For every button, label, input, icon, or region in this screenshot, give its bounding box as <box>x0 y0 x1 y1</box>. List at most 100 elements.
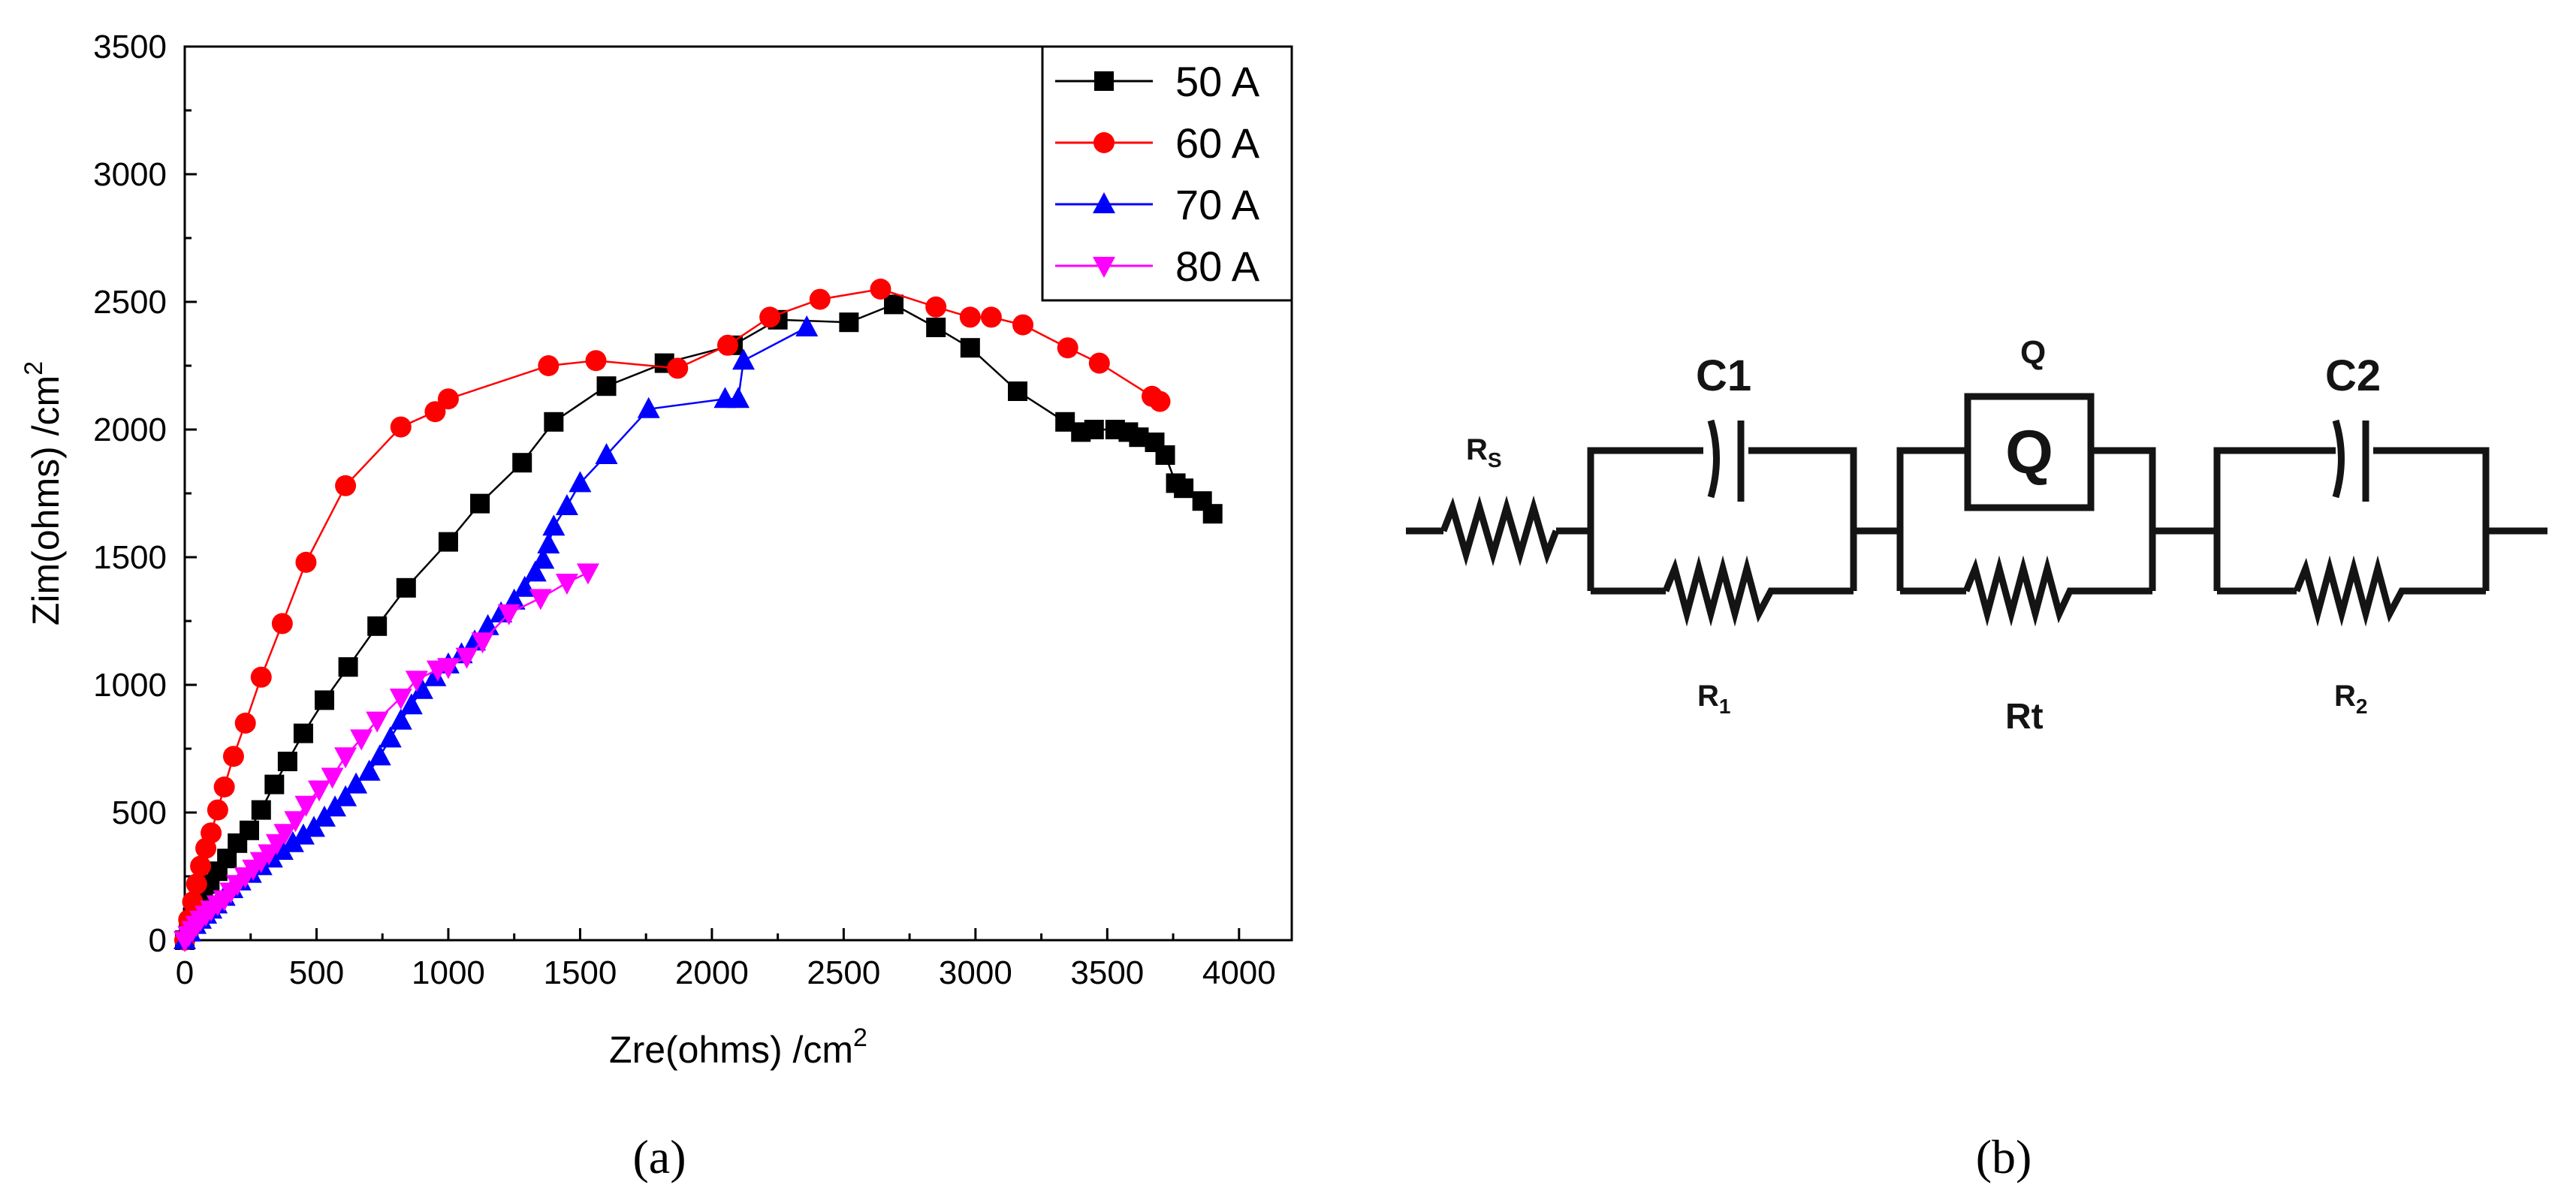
data-point-80a <box>294 795 318 817</box>
data-point-50a <box>544 412 564 432</box>
legend-marker-80a <box>1093 257 1115 278</box>
data-point-80a <box>576 563 599 585</box>
x-axis-title-sup: 2 <box>853 1024 867 1052</box>
data-point-70a <box>410 677 433 699</box>
data-point-60a <box>585 350 607 372</box>
x-tick-label: 3500 <box>1070 954 1144 991</box>
legend: 50 A 60 A 70 A 80 A <box>1041 45 1293 302</box>
data-point-70a <box>281 831 304 852</box>
r2-label-sub: 2 <box>2356 695 2368 718</box>
data-point-60a <box>390 416 412 438</box>
data-point-60a <box>870 279 891 300</box>
data-point-80a <box>334 747 357 769</box>
data-point-60a <box>538 355 560 376</box>
panel-label-b: (b) <box>1976 1130 2032 1183</box>
data-point-70a <box>795 315 819 336</box>
data-point-80a <box>471 632 494 654</box>
data-point-70a <box>555 494 578 515</box>
y-tick-label: 3500 <box>93 29 167 65</box>
data-point-80a <box>497 604 520 626</box>
data-point-70a <box>389 708 412 730</box>
series-80a <box>173 563 599 952</box>
data-point-50a <box>251 800 271 820</box>
y-tick-label: 1000 <box>93 667 167 704</box>
c2-r2-parallel-block <box>2213 419 2490 627</box>
data-point-50a <box>367 616 388 636</box>
data-point-70a <box>513 575 536 597</box>
data-point-60a <box>222 746 244 767</box>
data-point-80a <box>284 811 307 833</box>
data-point-50a <box>293 723 313 743</box>
legend-items: 50 A 60 A 70 A 80 A <box>1055 58 1260 290</box>
data-point-80a <box>366 711 389 733</box>
legend-label-50a: 50 A <box>1175 58 1260 105</box>
q-box-label: Q <box>2005 418 2053 487</box>
circuit-labels: RS C1 Q Q C2 R1 Rt R2 <box>1466 334 2381 737</box>
c1-capacitor-left-plate <box>1707 419 1720 499</box>
c1-label: C1 <box>1696 351 1751 400</box>
q-top-label: Q <box>2020 334 2046 371</box>
legend-label-80a: 80 A <box>1175 243 1260 290</box>
data-point-60a <box>250 666 272 688</box>
data-point-60a <box>201 822 222 844</box>
data-point-70a <box>732 348 756 370</box>
data-point-80a <box>455 647 478 669</box>
data-point-60a <box>1012 314 1034 336</box>
data-point-60a <box>190 855 212 877</box>
data-point-50a <box>926 318 946 337</box>
data-point-50a <box>1008 381 1028 401</box>
equivalent-circuit <box>1406 393 2547 627</box>
data-point-50a <box>512 453 532 473</box>
legend-frame <box>1041 45 1293 302</box>
c2-capacitor-left-plate <box>2332 419 2345 499</box>
data-point-70a <box>291 823 315 845</box>
data-point-60a <box>207 799 228 821</box>
y-tick-label: 2500 <box>93 284 167 321</box>
data-point-70a <box>532 547 555 569</box>
data-point-80a <box>321 767 344 789</box>
q-rt-parallel-block <box>1896 393 2156 627</box>
y-tick-label: 0 <box>149 922 167 959</box>
data-point-60a <box>437 388 459 410</box>
legend-marker-50a <box>1094 71 1114 91</box>
data-point-80a <box>529 589 552 611</box>
data-point-50a <box>839 312 859 333</box>
x-tick-label: 500 <box>289 954 344 991</box>
data-point-50a <box>1155 445 1175 465</box>
panel-label-a: (a) <box>632 1130 686 1183</box>
y-tick-label: 2000 <box>93 412 167 448</box>
series-60a <box>174 279 1171 951</box>
x-axis-ticks: 0 500 1000 1500 2000 2500 3000 3500 4000 <box>176 928 1276 991</box>
data-point-70a <box>595 443 618 464</box>
data-point-50a <box>396 577 416 598</box>
data-point-70a <box>270 839 294 860</box>
r1-resistor <box>1662 555 1778 627</box>
data-point-50a <box>315 690 335 710</box>
data-point-50a <box>338 657 358 677</box>
data-point-50a <box>264 774 285 794</box>
data-point-70a <box>357 759 381 781</box>
data-point-70a <box>334 785 357 807</box>
r2-resistor <box>2293 555 2409 627</box>
data-point-50a <box>596 376 617 396</box>
data-point-60a <box>980 306 1002 328</box>
data-point-70a <box>637 396 660 418</box>
x-tick-label: 1500 <box>543 954 617 991</box>
legend-marker-70a <box>1093 192 1115 213</box>
x-tick-label: 0 <box>176 954 194 991</box>
data-point-80a <box>350 729 373 751</box>
data-point-60a <box>335 475 357 496</box>
data-point-60a <box>213 776 235 797</box>
y-axis-title-sup: 2 <box>20 361 48 375</box>
data-point-70a <box>727 387 750 409</box>
nyquist-chart: 0 500 1000 1500 2000 2500 3000 3500 4000 0 500 100… <box>20 29 1293 1071</box>
x-tick-label: 3000 <box>939 954 1012 991</box>
data-point-70a <box>400 693 423 715</box>
rt-label: Rt <box>2005 697 2044 737</box>
data-point-60a <box>667 357 689 379</box>
block2-top-right-wire <box>2091 447 2156 591</box>
y-axis-title-text: Zim(ohms) /cm <box>25 375 67 626</box>
data-point-70a <box>537 532 560 553</box>
data-point-50a <box>884 294 904 315</box>
